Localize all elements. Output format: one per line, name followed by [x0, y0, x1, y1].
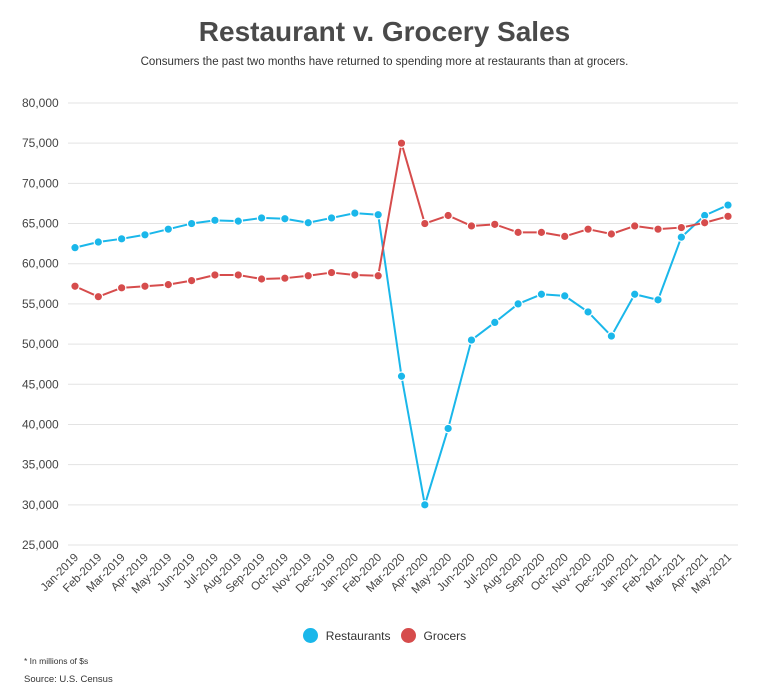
y-tick-label: 75,000	[22, 136, 59, 150]
data-point-grocers	[489, 219, 500, 230]
data-point-grocers	[280, 273, 290, 283]
series-line-restaurants	[74, 204, 729, 506]
data-point-restaurants	[420, 500, 430, 510]
data-point-grocers	[163, 279, 174, 290]
data-point-restaurants	[373, 209, 383, 220]
data-point-restaurants	[396, 371, 407, 382]
y-tick-label: 30,000	[22, 498, 59, 512]
y-tick-label: 70,000	[22, 176, 59, 190]
legend-swatch-restaurants	[302, 628, 318, 643]
chart-title: Restaurant v. Grocery Sales	[198, 16, 571, 47]
data-point-restaurants	[559, 291, 570, 301]
data-point-grocers	[513, 227, 523, 238]
data-point-grocers	[606, 229, 617, 239]
legend-item-grocers[interactable]: Grocers	[400, 628, 467, 643]
data-point-grocers	[233, 270, 244, 280]
legend-swatch-grocers	[400, 628, 416, 643]
y-tick-label: 45,000	[22, 377, 59, 391]
data-point-grocers	[653, 224, 663, 234]
series-line-grocers	[74, 142, 729, 298]
legend-label-restaurants: Restaurants	[325, 628, 391, 643]
data-point-restaurants	[210, 215, 220, 226]
data-point-restaurants	[116, 234, 127, 244]
data-point-grocers	[676, 222, 687, 233]
data-point-restaurants	[163, 224, 174, 234]
data-point-restaurants	[653, 295, 663, 305]
source-note: Source: U.S. Census	[24, 674, 113, 685]
y-tick-label: 65,000	[22, 217, 59, 231]
data-point-restaurants	[513, 299, 523, 309]
data-point-restaurants	[583, 307, 593, 317]
y-tick-label: 40,000	[22, 417, 59, 431]
data-point-grocers	[629, 221, 640, 231]
data-point-grocers	[93, 291, 104, 302]
data-point-grocers	[140, 281, 150, 292]
data-point-restaurants	[629, 289, 640, 300]
data-point-grocers	[116, 283, 127, 293]
data-point-grocers	[210, 270, 220, 280]
data-point-grocers	[559, 231, 570, 242]
data-point-grocers	[350, 270, 360, 280]
y-tick-label: 50,000	[22, 337, 59, 351]
data-point-grocers	[723, 211, 733, 222]
data-point-restaurants	[256, 213, 267, 223]
data-point-restaurants	[70, 242, 80, 253]
data-point-restaurants	[326, 213, 337, 223]
data-point-restaurants	[186, 218, 197, 229]
y-tick-label: 80,000	[22, 96, 59, 110]
data-point-grocers	[256, 274, 267, 284]
y-tick-label: 25,000	[22, 538, 59, 552]
legend-label-grocers: Grocers	[423, 628, 467, 643]
data-point-grocers	[326, 267, 337, 278]
data-point-restaurants	[723, 200, 733, 210]
y-tick-label: 60,000	[22, 257, 59, 271]
data-point-grocers	[466, 221, 477, 231]
y-tick-label: 35,000	[22, 458, 59, 472]
data-point-grocers	[186, 275, 197, 286]
data-point-restaurants	[280, 213, 290, 224]
chart-legend: Restaurants Grocers	[0, 628, 769, 643]
data-point-grocers	[396, 138, 407, 148]
data-point-restaurants	[676, 232, 687, 243]
data-point-restaurants	[93, 237, 104, 247]
data-point-grocers	[699, 217, 710, 228]
data-point-grocers	[443, 210, 453, 221]
data-point-restaurants	[443, 423, 453, 434]
data-point-restaurants	[466, 335, 477, 345]
data-point-restaurants	[350, 208, 360, 218]
data-point-grocers	[536, 227, 547, 238]
chart-subtitle: Consumers the past two months have retur…	[140, 56, 629, 68]
data-point-restaurants	[489, 317, 500, 328]
data-point-grocers	[420, 218, 430, 229]
data-point-restaurants	[233, 216, 244, 226]
data-point-grocers	[303, 270, 314, 281]
legend-item-restaurants[interactable]: Restaurants	[302, 628, 391, 643]
data-point-grocers	[373, 270, 383, 281]
y-tick-label: 55,000	[22, 297, 59, 311]
data-point-grocers	[583, 224, 593, 234]
data-point-restaurants	[536, 289, 547, 300]
data-point-restaurants	[606, 331, 617, 341]
footnote: * In millions of $s	[24, 656, 89, 666]
data-point-restaurants	[303, 217, 314, 228]
data-point-restaurants	[140, 229, 150, 240]
data-point-grocers	[70, 281, 80, 292]
